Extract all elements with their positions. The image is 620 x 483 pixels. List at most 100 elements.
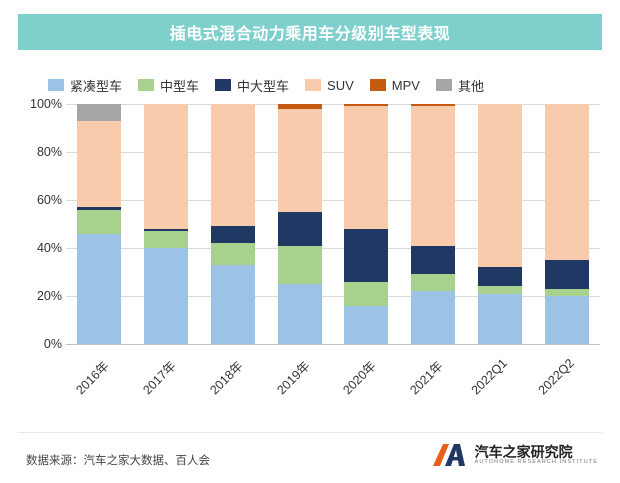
bar-segment[interactable] (544, 296, 589, 344)
legend-item-4[interactable]: MPV (369, 77, 420, 93)
bar-segment[interactable] (277, 212, 322, 246)
bar-segment[interactable] (77, 209, 122, 234)
x-axis-slot: 2022Q2 (533, 350, 600, 430)
bar-segment[interactable] (277, 284, 322, 344)
bar-segment[interactable] (210, 264, 255, 344)
legend-item-5[interactable]: 其他 (435, 76, 484, 95)
bar-segment[interactable] (77, 233, 122, 344)
bar-segment[interactable] (411, 245, 456, 275)
bar-segment[interactable] (411, 274, 456, 292)
x-axis-slot: 2020年 (333, 350, 400, 430)
gridline (66, 152, 600, 153)
x-axis-labels: 2016年 2017年 2018年 2019年 2020年 2021年 2022Q1 2022… (66, 350, 600, 430)
legend-swatch-icon (215, 79, 232, 91)
y-axis-tick-label: 60% (36, 193, 62, 207)
stacked-bar[interactable] (144, 104, 189, 344)
x-axis-slot: 2022Q1 (467, 350, 534, 430)
gridlines (66, 104, 600, 345)
legend-label: 其他 (457, 78, 484, 94)
legend-item-3[interactable]: SUV (305, 78, 354, 93)
bar-segment[interactable] (344, 228, 389, 282)
bar-segment[interactable] (344, 281, 389, 306)
logo-main-text: 汽车之家研究院 (474, 443, 573, 460)
bar-slot (66, 104, 133, 344)
x-axis-tick-label: 2022Q2 (535, 356, 577, 398)
x-axis-tick-label: 2018年 (207, 358, 246, 398)
y-axis-tick-label: 100% (30, 97, 62, 111)
stacked-bar[interactable] (411, 104, 456, 344)
bar-segment[interactable] (144, 231, 189, 248)
bar-segment[interactable] (210, 226, 255, 244)
x-axis-slot: 2016年 (66, 350, 133, 430)
bar-segment[interactable] (411, 106, 456, 246)
x-axis-tick-label: 2017年 (140, 358, 179, 398)
bar-segment[interactable] (477, 267, 522, 287)
bar-slot (200, 104, 267, 344)
x-axis-slot: 2018年 (200, 350, 267, 430)
bar-segment[interactable] (477, 286, 522, 294)
bar-segment[interactable] (544, 260, 589, 289)
bar-segment[interactable] (344, 106, 389, 229)
bar-segment[interactable] (411, 291, 456, 344)
y-axis-labels: 0% 20% 40% 60% 80% 100% (14, 97, 62, 351)
y-axis-tick-label: 80% (36, 145, 62, 159)
plot-area: 0% 20% 40% 60% 80% 100% 2016年 2017年 2018年 2019年 2… (0, 97, 620, 397)
legend-item-1[interactable]: 中型车 (138, 76, 199, 95)
legend-item-0[interactable]: 紧凑型车 (48, 76, 122, 95)
stacked-bar[interactable] (344, 104, 389, 344)
x-axis-tick-label: 2020年 (340, 358, 380, 398)
bar-segment[interactable] (210, 104, 255, 227)
legend-label: 中大型车 (237, 78, 290, 94)
bar-segment[interactable] (77, 104, 122, 121)
bar-slot (400, 104, 467, 344)
stacked-bar[interactable] (477, 104, 522, 344)
page-title: 插电式混合动力乘用车分级别车型表现 (169, 26, 451, 43)
legend-swatch-icon (305, 79, 322, 91)
brand-logo: 汽车之家研究院 AUTOHOME RESEARCH INSTITUTE (430, 440, 598, 470)
stacked-bar[interactable] (277, 104, 322, 344)
bar-segment[interactable] (77, 120, 122, 208)
gridline (66, 296, 600, 297)
bar-slot (133, 104, 200, 344)
bar-segment[interactable] (544, 288, 589, 296)
bar-series-container (66, 104, 600, 344)
bar-segment[interactable] (477, 293, 522, 344)
bar-segment[interactable] (77, 207, 122, 210)
bar-slot (333, 104, 400, 344)
stacked-bar[interactable] (210, 104, 255, 344)
y-axis-tick-label: 40% (36, 241, 62, 255)
bar-slot (467, 104, 534, 344)
bar-segment[interactable] (344, 305, 389, 344)
bar-segment[interactable] (144, 104, 189, 229)
legend-label: SUV (327, 77, 354, 93)
x-axis-slot: 2019年 (266, 350, 333, 430)
bar-segment[interactable] (210, 243, 255, 265)
x-axis-tick-label: 2021年 (407, 358, 446, 398)
bar-segment[interactable] (411, 104, 456, 107)
logo-sub-text: AUTOHOME RESEARCH INSTITUTE (474, 459, 598, 466)
bar-segment[interactable] (277, 245, 322, 284)
autohome-ar-icon (430, 440, 468, 470)
gridline (66, 200, 600, 201)
bar-segment[interactable] (144, 228, 189, 232)
bar-segment[interactable] (477, 104, 522, 268)
x-axis-slot: 2017年 (133, 350, 200, 430)
bar-slot (533, 104, 600, 344)
legend-swatch-icon (48, 79, 64, 91)
legend-swatch-icon (435, 79, 452, 91)
x-axis-tick-label: 2016年 (73, 358, 113, 398)
bar-segment[interactable] (544, 104, 589, 261)
stacked-bar[interactable] (77, 104, 122, 344)
bar-segment[interactable] (144, 248, 189, 344)
chart-title-bar: 插电式混合动力乘用车分级别车型表现 (18, 14, 602, 50)
legend-label: MPV (391, 77, 420, 93)
legend-item-2[interactable]: 中大型车 (215, 76, 289, 95)
stacked-bar[interactable] (544, 104, 589, 344)
bar-segment[interactable] (277, 108, 322, 213)
bar-segment[interactable] (344, 104, 389, 107)
x-axis-slot: 2021年 (400, 350, 467, 430)
bar-segment[interactable] (277, 104, 322, 109)
footer-divider (18, 432, 602, 433)
bar-slot (266, 104, 333, 344)
x-axis-tick-label: 2022Q1 (468, 356, 510, 398)
